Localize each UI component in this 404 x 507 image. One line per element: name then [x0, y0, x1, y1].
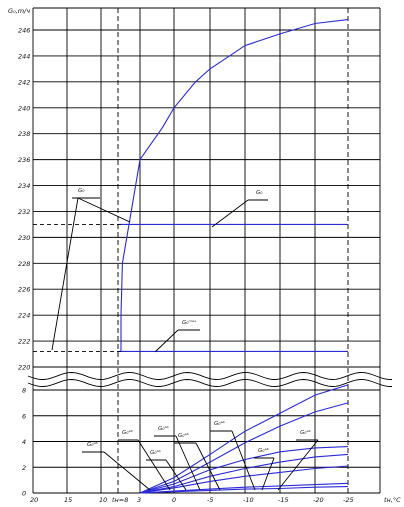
axis-break-line — [27, 372, 393, 380]
series-annotation: G₀ᵃᵇ — [258, 447, 270, 454]
y-tick-label: 230 — [18, 234, 30, 242]
series-line — [139, 465, 349, 494]
y-tick-label: 242 — [18, 78, 30, 86]
annotations: G₀ G₀ G₀ᵐᵃˣ G₀ᵃᵇ G₀ᵃᵇ G₀ᵃᵇ G₀ᵃᵇ G₀ᵃᵇ G₀ᵃᵇ G₀ᵃᵇ G₀ᵃ… — [51, 188, 319, 491]
series-line — [139, 446, 349, 494]
annotation-leader — [175, 435, 201, 491]
y-tick-label: 226 — [18, 286, 30, 294]
series-annotation: G₀ᵃᵇ — [150, 449, 162, 456]
series-lower — [139, 384, 349, 494]
series-annotation: G₀ᵃᵇ — [158, 425, 170, 432]
y-tick-label: 224 — [18, 312, 30, 320]
series-line — [120, 19, 349, 352]
series-annotation: G₀ᵃᵇ — [214, 420, 226, 427]
axis-labels: 2462442422402382362342322302282262242222… — [8, 7, 401, 504]
y-tick-label: 232 — [18, 208, 30, 216]
x-tick-label: 0 — [172, 496, 176, 504]
grid — [32, 7, 381, 494]
series-line — [139, 402, 349, 494]
annotation-leader — [137, 439, 171, 491]
series-annotation: G₀ — [256, 190, 263, 196]
series-line — [139, 486, 349, 494]
y-tick-label: 244 — [18, 52, 30, 60]
x-tick-label: 10 — [99, 496, 107, 504]
annotation-leader — [51, 197, 79, 351]
y-tick-label: 246 — [18, 27, 30, 35]
x-tick-label: tн=8 — [112, 496, 128, 504]
annotation-leader — [103, 451, 151, 491]
annotation-leader — [195, 442, 221, 491]
x-axis-label: tн,°C — [384, 496, 401, 504]
series-annotation: G₀ᵃᵇ — [87, 441, 99, 448]
y-tick-label: 2 — [22, 464, 26, 472]
y-tick-label: 4 — [22, 438, 26, 446]
annotation-leader — [231, 430, 256, 491]
series-annotation: G₀ᵃᵇ — [178, 432, 190, 439]
axis-break-line — [27, 379, 393, 387]
series-line — [139, 453, 349, 494]
x-tick-label: 3 — [137, 496, 141, 504]
y-tick-label: 222 — [18, 338, 30, 346]
x-tick-label: -15 — [278, 496, 289, 504]
y-tick-label: 234 — [18, 182, 30, 190]
series-annotation: G₀ᵃᵇ — [300, 429, 312, 436]
series-annotation: G₀ᵃᵇ — [122, 429, 134, 436]
series-annotation: G₀ — [78, 188, 85, 194]
y-tick-label: 240 — [18, 104, 30, 112]
y-tick-label: 220 — [18, 364, 30, 372]
series-line — [139, 384, 349, 494]
annotation-leader — [165, 459, 187, 491]
annotation-leader — [77, 197, 131, 223]
series-annotation: G₀ᵐᵃˣ — [182, 320, 197, 326]
x-tick-label: -20 — [313, 496, 324, 504]
annotation-leader — [211, 199, 249, 228]
annotation-leader — [261, 457, 275, 491]
y-tick-label: 0 — [22, 490, 26, 498]
y-tick-label: 8 — [22, 387, 26, 395]
x-tick-label: -5 — [207, 496, 213, 504]
x-tick-label: 20 — [30, 496, 38, 504]
y-tick-label: 238 — [18, 130, 30, 138]
annotation-leader — [277, 439, 319, 491]
x-tick-label: -25 — [343, 496, 354, 504]
series-line — [139, 482, 349, 494]
x-tick-label: 15 — [64, 496, 72, 504]
y-tick-label: 236 — [18, 156, 30, 164]
y-tick-label: 6 — [22, 412, 26, 420]
x-tick-label: -10 — [243, 496, 254, 504]
y-tick-label: 228 — [18, 260, 30, 268]
annotation-leader — [154, 329, 179, 353]
series-upper — [33, 19, 349, 352]
y-axis-label: G₀,m/ч — [8, 7, 30, 15]
